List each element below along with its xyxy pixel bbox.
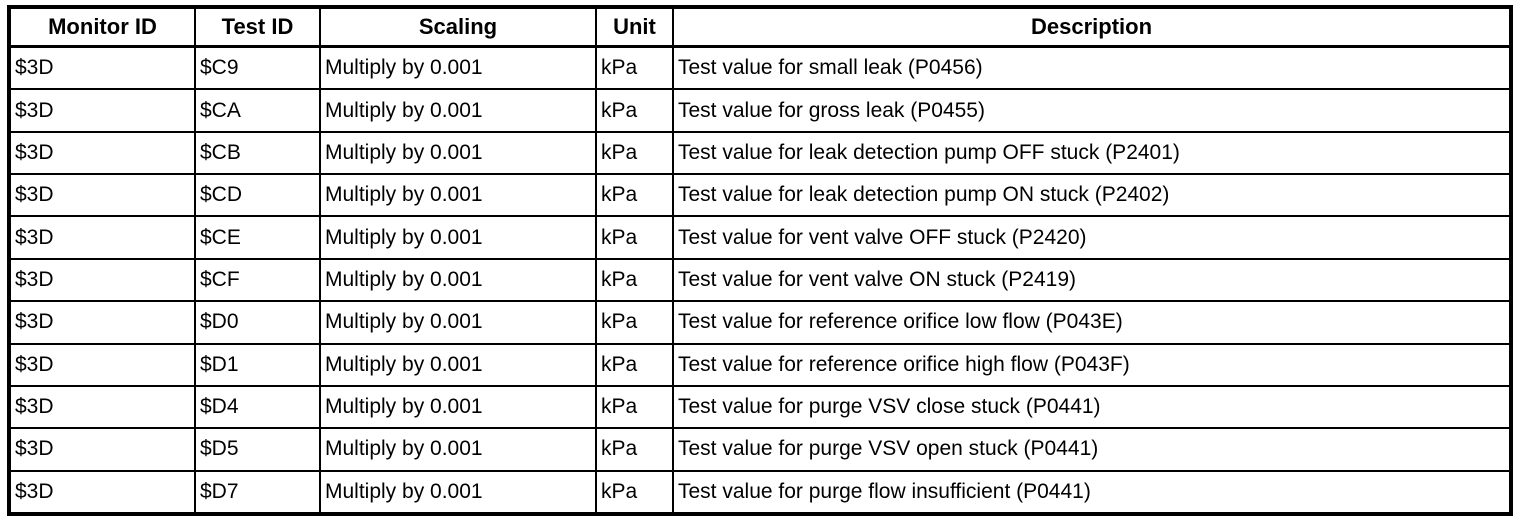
cell-unit: kPa	[595, 45, 674, 91]
cell-monitor_id: $3D	[8, 342, 196, 387]
table-row: $3D $CF Multiply by 0.001 kPa Test value for…	[8, 257, 1512, 303]
cell-monitor_id: $3D	[8, 300, 196, 345]
column-header-description: Description	[672, 6, 1512, 48]
cell-unit: kPa	[595, 300, 674, 345]
cell-unit: kPa	[595, 342, 674, 387]
monitor-test-table: Monitor ID Test ID Scaling Unit Descript…	[7, 5, 1513, 516]
table-row: $3D $D4 Multiply by 0.001 kPa Test value for…	[8, 384, 1512, 430]
cell-description: Test value for small leak (P0456)	[672, 45, 1512, 91]
column-header-unit: Unit	[595, 6, 674, 48]
cell-test_id: $D7	[194, 469, 321, 516]
cell-scaling: Multiply by 0.001	[319, 342, 597, 387]
cell-monitor_id: $3D	[8, 384, 196, 430]
cell-monitor_id: $3D	[8, 427, 196, 472]
column-header-scaling: Scaling	[319, 6, 597, 48]
table-body: $3D $C9 Multiply by 0.001 kPa Test value for…	[8, 45, 1512, 516]
cell-scaling: Multiply by 0.001	[319, 88, 597, 133]
cell-description: Test value for leak detection pump OFF s…	[672, 130, 1512, 176]
cell-scaling: Multiply by 0.001	[319, 427, 597, 472]
table-header-row: Monitor ID Test ID Scaling Unit Descript…	[8, 6, 1512, 48]
cell-unit: kPa	[595, 130, 674, 176]
column-header-test-id: Test ID	[194, 6, 321, 48]
cell-test_id: $D4	[194, 384, 321, 430]
table-row: $3D $D5 Multiply by 0.001 kPa Test value for…	[8, 427, 1512, 472]
cell-monitor_id: $3D	[8, 45, 196, 91]
cell-scaling: Multiply by 0.001	[319, 215, 597, 260]
cell-description: Test value for vent valve OFF stuck (P24…	[672, 215, 1512, 260]
column-header-monitor-id: Monitor ID	[8, 6, 196, 48]
cell-unit: kPa	[595, 257, 674, 303]
cell-description: Test value for gross leak (P0455)	[672, 88, 1512, 133]
cell-test_id: $CD	[194, 173, 321, 218]
table-row: $3D $D0 Multiply by 0.001 kPa Test value for…	[8, 300, 1512, 345]
cell-test_id: $CF	[194, 257, 321, 303]
cell-scaling: Multiply by 0.001	[319, 300, 597, 345]
cell-scaling: Multiply by 0.001	[319, 257, 597, 303]
cell-test_id: $D5	[194, 427, 321, 472]
cell-description: Test value for reference orifice high fl…	[672, 342, 1512, 387]
cell-description: Test value for purge VSV open stuck (P04…	[672, 427, 1512, 472]
cell-test_id: $C9	[194, 45, 321, 91]
cell-monitor_id: $3D	[8, 257, 196, 303]
cell-description: Test value for vent valve ON stuck (P241…	[672, 257, 1512, 303]
cell-monitor_id: $3D	[8, 173, 196, 218]
cell-scaling: Multiply by 0.001	[319, 469, 597, 516]
table-row: $3D $D1 Multiply by 0.001 kPa Test value for…	[8, 342, 1512, 387]
cell-monitor_id: $3D	[8, 215, 196, 260]
cell-scaling: Multiply by 0.001	[319, 45, 597, 91]
cell-monitor_id: $3D	[8, 88, 196, 133]
table-row: $3D $CB Multiply by 0.001 kPa Test value for…	[8, 130, 1512, 176]
cell-description: Test value for reference orifice low flo…	[672, 300, 1512, 345]
cell-scaling: Multiply by 0.001	[319, 173, 597, 218]
table-row: $3D $CD Multiply by 0.001 kPa Test value for…	[8, 173, 1512, 218]
cell-test_id: $D0	[194, 300, 321, 345]
cell-scaling: Multiply by 0.001	[319, 384, 597, 430]
cell-test_id: $CE	[194, 215, 321, 260]
cell-monitor_id: $3D	[8, 469, 196, 516]
cell-description: Test value for purge VSV close stuck (P0…	[672, 384, 1512, 430]
cell-unit: kPa	[595, 88, 674, 133]
cell-monitor_id: $3D	[8, 130, 196, 176]
cell-description: Test value for leak detection pump ON st…	[672, 173, 1512, 218]
cell-unit: kPa	[595, 427, 674, 472]
cell-unit: kPa	[595, 215, 674, 260]
table-row: $3D $CE Multiply by 0.001 kPa Test value for…	[8, 215, 1512, 260]
cell-test_id: $CB	[194, 130, 321, 176]
table-row: $3D $D7 Multiply by 0.001 kPa Test value for…	[8, 469, 1512, 516]
cell-description: Test value for purge flow insufficient (…	[672, 469, 1512, 516]
table-header: Monitor ID Test ID Scaling Unit Descript…	[8, 6, 1512, 48]
table-row: $3D $C9 Multiply by 0.001 kPa Test value for…	[8, 45, 1512, 91]
cell-test_id: $CA	[194, 88, 321, 133]
cell-unit: kPa	[595, 173, 674, 218]
cell-unit: kPa	[595, 384, 674, 430]
cell-scaling: Multiply by 0.001	[319, 130, 597, 176]
cell-test_id: $D1	[194, 342, 321, 387]
table-row: $3D $CA Multiply by 0.001 kPa Test value for…	[8, 88, 1512, 133]
cell-unit: kPa	[595, 469, 674, 516]
